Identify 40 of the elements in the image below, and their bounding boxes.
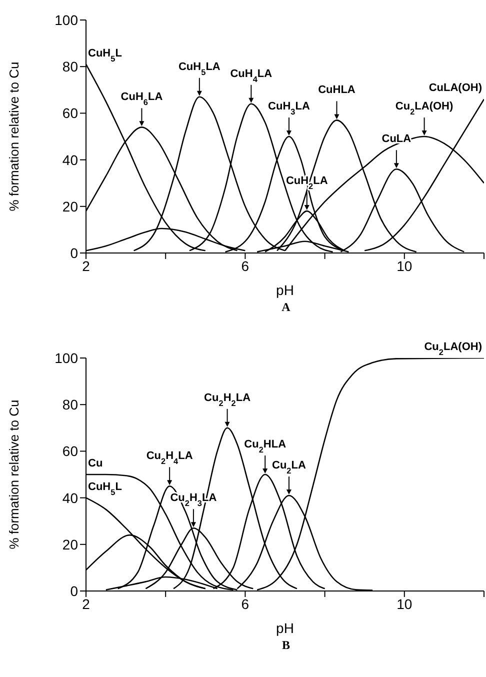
y-tick-label: 0 [70,244,78,261]
text: Cu$_{2}$HLA [244,438,286,454]
y-tick-label: 80 [62,396,78,413]
y-tick-label: 60 [62,105,78,122]
y-tick-label: 20 [62,536,78,552]
text: CuHLA [318,84,356,96]
series-label: CuH$_{5}$L [88,480,122,496]
x-tick-label: 10 [396,596,412,612]
y-axis-title: % formation relative to Cu [6,62,22,212]
text: A [280,300,292,315]
text: Cu$_{2}$H$_{4}$LA [146,450,193,466]
text: Cu$_{2}$LA(OH) [395,100,454,116]
x-axis-title: pH [276,282,294,298]
y-tick-label: 20 [62,198,78,214]
x-tick-label: 10 [396,258,412,274]
text: CuH$_{4}$LA [230,68,272,84]
text: B [280,638,291,653]
y-tick-label: 80 [62,58,78,75]
y-tick-label: 40 [62,152,78,168]
series-label: CuH$_{5}$L [88,47,122,63]
y-tick-label: 0 [70,582,78,599]
y-tick-label: 40 [62,490,78,506]
y-axis-title: % formation relative to Cu [6,400,22,550]
x-tick-label: 6 [241,596,250,612]
text: CuLA [382,133,412,146]
x-axis-title: pH [276,620,294,636]
legend-label: CuH$_{3}$LA [268,100,310,116]
series-label: Cu [88,458,103,470]
x-tick-label: 2 [82,596,90,612]
y-tick-label: 100 [54,12,78,28]
x-tick-label: 6 [241,258,250,274]
text: Cu$_{2}$H$_{2}$LA [204,392,251,408]
x-tick-label: 2 [82,258,90,274]
series-label: Cu$_{2}$LA(OH) [424,341,482,356]
y-tick-label: 100 [54,350,78,366]
y-tick-label: 60 [62,443,78,460]
series-label: CuLA(OH) [428,82,482,94]
text: CuH$_{5}$LA [178,60,220,76]
legend-label: Cu$_{2}$LA [272,459,306,475]
text: CuH$_{6}$LA [120,91,163,107]
